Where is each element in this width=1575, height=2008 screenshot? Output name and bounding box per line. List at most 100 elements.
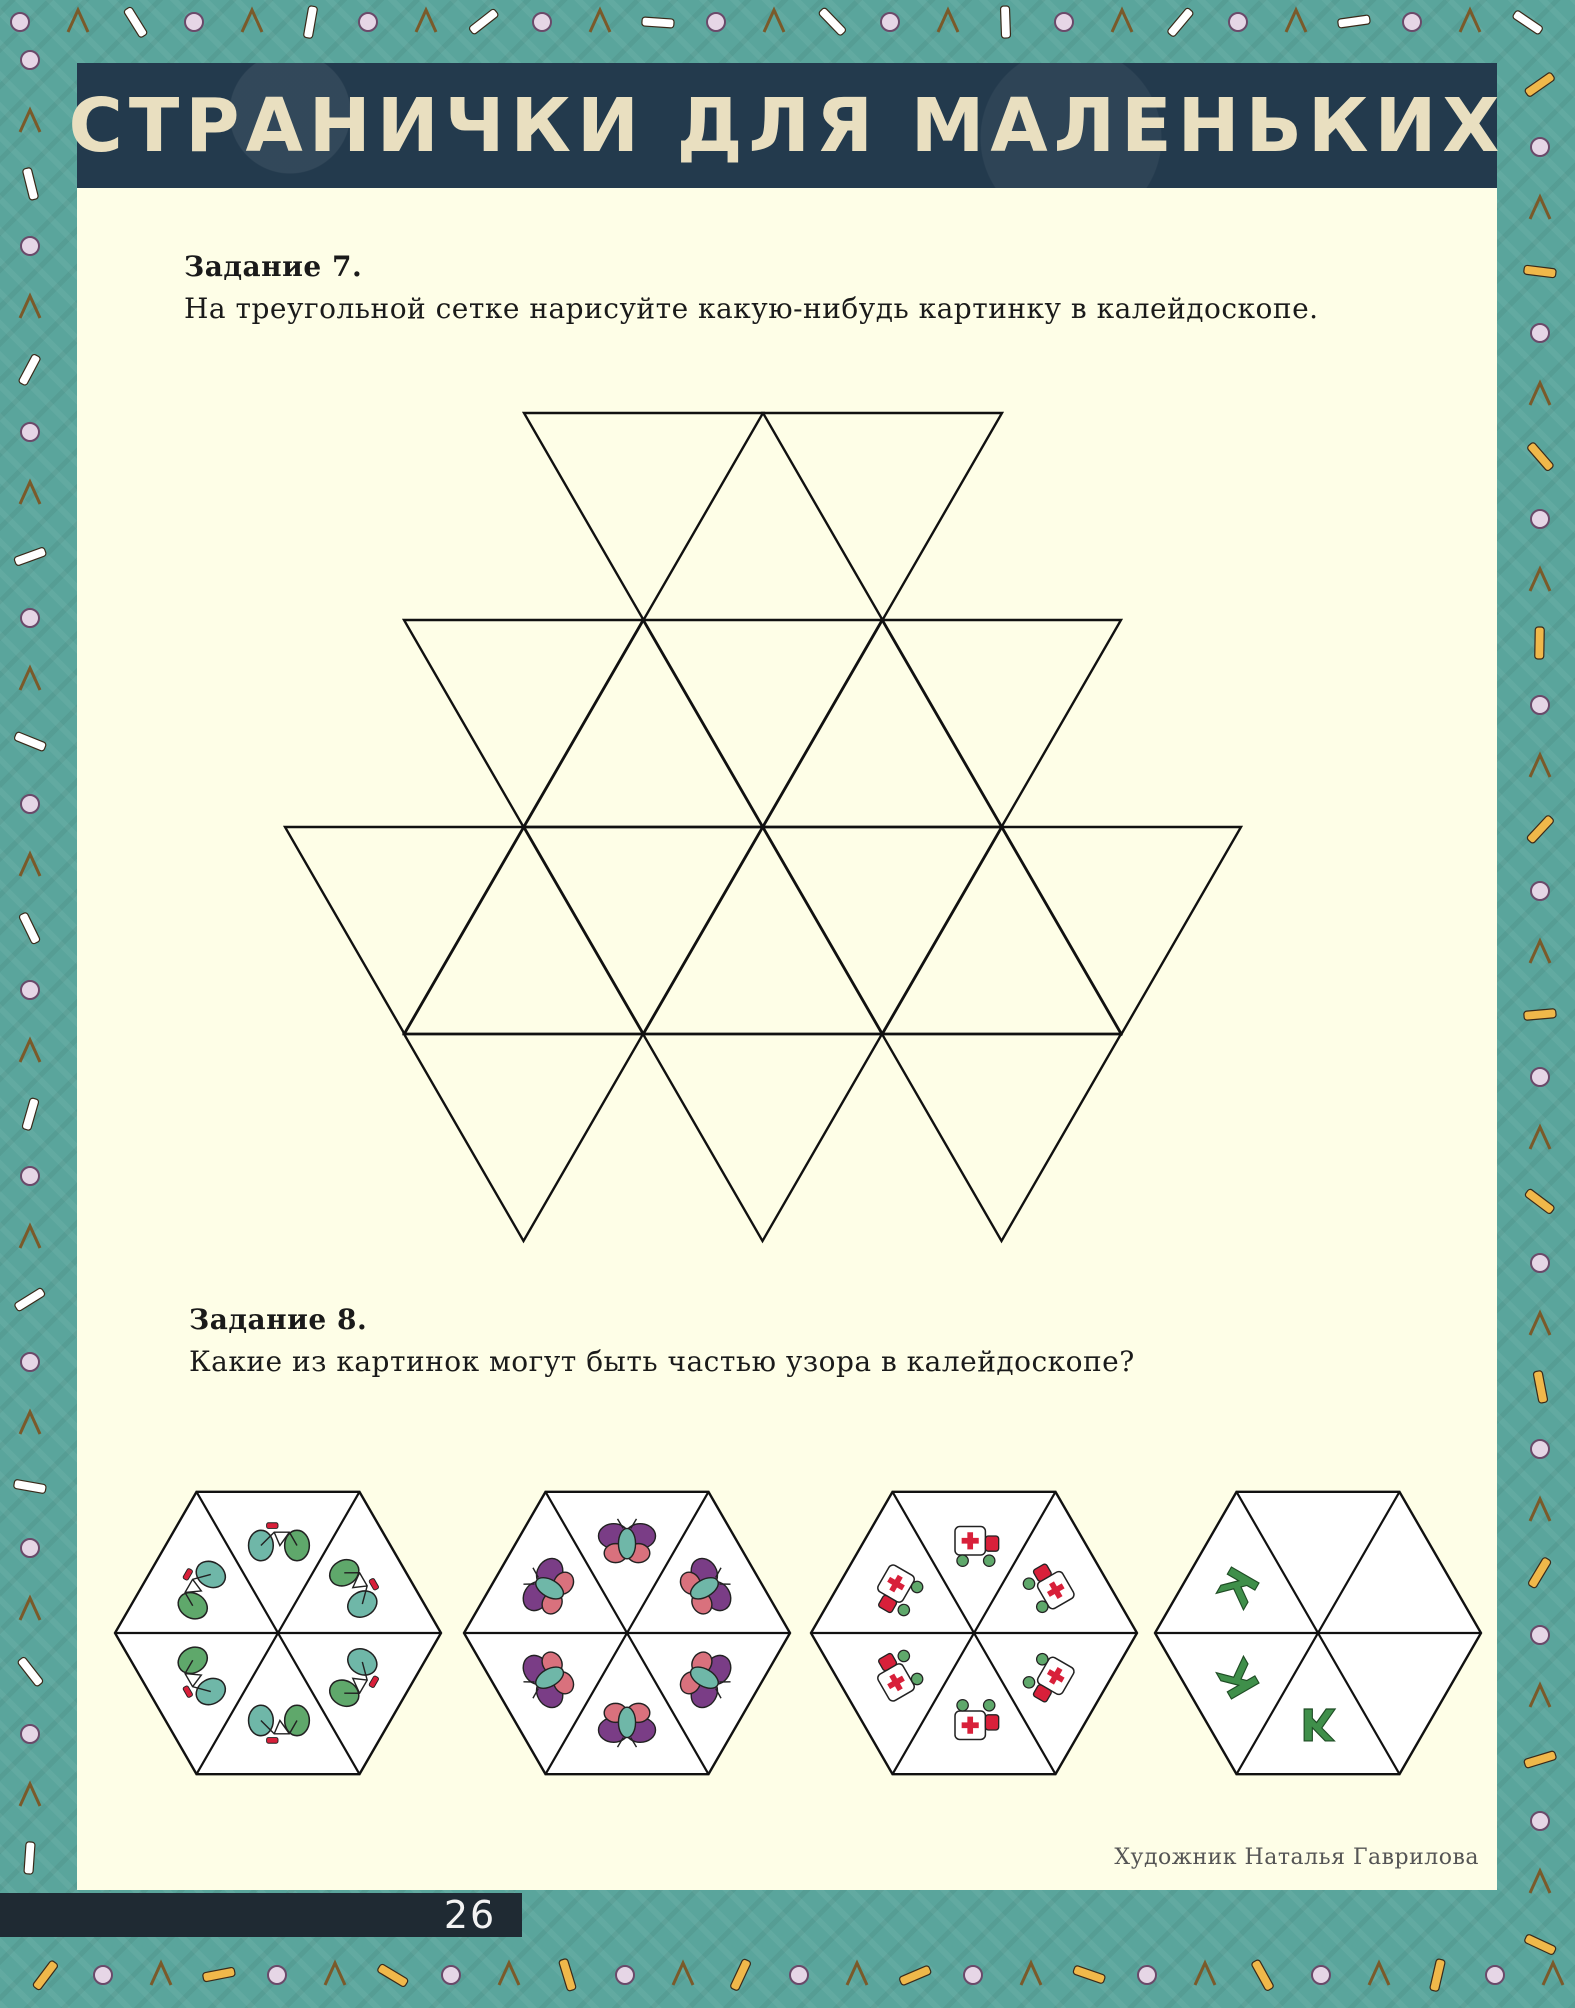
decor-slingshot-icon [1528, 1495, 1552, 1522]
decor-pencil-icon [1532, 1370, 1549, 1404]
decor-slingshot-icon [1458, 6, 1482, 33]
hexagon-options: ККК [113, 1490, 1483, 1776]
hexagon-divider [544, 1491, 710, 1775]
grid-triangle [401, 1032, 646, 1244]
task-7-title: Задание 7. [184, 250, 363, 283]
decor-slingshot-icon [497, 1959, 521, 1986]
grid-triangle [640, 1032, 885, 1244]
bug-icon [597, 1702, 657, 1748]
decor-pencil-icon [13, 547, 47, 566]
decor-pencil-icon [377, 1963, 409, 1988]
decor-pencil-icon [1167, 7, 1194, 37]
bug-icon [679, 1651, 732, 1709]
hexagon-divider [891, 1491, 1057, 1775]
decor-badge-icon [1530, 509, 1550, 529]
decor-pencil-icon [999, 5, 1012, 39]
decor-badge-icon [789, 1965, 809, 1985]
decor-badge-icon [532, 12, 552, 32]
bug-icon [597, 1518, 657, 1564]
hexagon-option[interactable] [462, 1490, 792, 1776]
bicycle-icon [177, 1646, 227, 1706]
decor-pencil-icon [899, 1965, 932, 1986]
decor-slingshot-icon [1528, 751, 1552, 778]
page-number: 26 [443, 1893, 497, 1937]
decor-slingshot-icon [845, 1959, 869, 1986]
decor-slingshot-icon [149, 1959, 173, 1986]
decor-slingshot-icon [1193, 1959, 1217, 1986]
decor-pencil-icon [1534, 626, 1545, 660]
decor-slingshot-icon [323, 1959, 347, 1986]
triangle-grid [282, 411, 1244, 1244]
decor-badge-icon [615, 1965, 635, 1985]
decor-pencil-icon [123, 6, 148, 38]
decor-slingshot-icon [588, 6, 612, 33]
decor-slingshot-icon [18, 1222, 42, 1249]
decor-pencil-icon [202, 1966, 236, 1983]
decor-badge-icon [1402, 12, 1422, 32]
decor-slingshot-icon [1019, 1959, 1043, 1986]
decor-slingshot-icon [1284, 6, 1308, 33]
decor-pencil-icon [1527, 442, 1554, 472]
svg-text:К: К [1300, 1698, 1336, 1749]
decor-badge-icon [441, 1965, 461, 1985]
decor-slingshot-icon [18, 478, 42, 505]
decor-pencil-icon [18, 912, 41, 945]
decor-slingshot-icon [18, 292, 42, 319]
decor-pencil-icon [13, 1479, 47, 1494]
bug-icon [522, 1557, 575, 1615]
decor-pencil-icon [818, 7, 847, 36]
decor-badge-icon [1530, 881, 1550, 901]
decor-pencil-icon [468, 8, 499, 35]
decor-slingshot-icon [18, 1780, 42, 1807]
hexagon-option[interactable] [809, 1490, 1139, 1776]
bicycle-icon [247, 1522, 311, 1562]
task-7: Задание 7. На треугольной сетке нарисуйт… [184, 246, 1319, 330]
task-7-text: На треугольной сетке нарисуйте какую-ниб… [184, 292, 1319, 325]
hexagon-divider [1235, 1491, 1401, 1775]
decor-badge-icon [1530, 695, 1550, 715]
hexagon-option[interactable] [113, 1490, 443, 1776]
decor-pencil-icon [1524, 1188, 1555, 1215]
decor-badge-icon [93, 1965, 113, 1985]
decor-slingshot-icon [18, 1594, 42, 1621]
decor-badge-icon [706, 12, 726, 32]
decor-badge-icon [1530, 137, 1550, 157]
decor-pencil-icon [14, 1287, 46, 1312]
decor-pencil-icon [18, 353, 41, 386]
task-8: Задание 8. Какие из картинок могут быть … [189, 1299, 1135, 1383]
decor-slingshot-icon [18, 664, 42, 691]
bicycle-icon [328, 1558, 379, 1618]
decor-badge-icon [20, 1724, 40, 1744]
decor-badge-icon [1530, 1439, 1550, 1459]
decor-slingshot-icon [1528, 1309, 1552, 1336]
decor-slingshot-icon [936, 6, 960, 33]
decor-pencil-icon [32, 1960, 59, 1991]
decor-badge-icon [20, 236, 40, 256]
toy-truck-icon [877, 1649, 924, 1702]
decor-slingshot-icon [1528, 1123, 1552, 1150]
decor-slingshot-icon [18, 106, 42, 133]
decor-slingshot-icon [1367, 1959, 1391, 1986]
decor-pencil-icon [21, 1097, 40, 1131]
hexagon-option[interactable]: ККК [1153, 1490, 1483, 1776]
decor-slingshot-icon [414, 6, 438, 33]
decor-pencil-icon [1526, 815, 1554, 844]
decor-pencil-icon [23, 1841, 36, 1875]
decor-pencil-icon [1523, 1008, 1557, 1021]
decor-badge-icon [1228, 12, 1248, 32]
decor-badge-icon [1530, 1067, 1550, 1087]
toy-truck-icon [1022, 1652, 1075, 1703]
decor-slingshot-icon [1528, 565, 1552, 592]
bug-icon [522, 1651, 575, 1709]
bicycle-icon [247, 1704, 311, 1744]
decor-badge-icon [1530, 1811, 1550, 1831]
decor-badge-icon [1311, 1965, 1331, 1985]
toy-truck-icon [877, 1564, 924, 1617]
decor-pencil-icon [303, 5, 318, 39]
decor-pencil-icon [1337, 14, 1371, 29]
decor-pencil-icon [1072, 1965, 1106, 1984]
decor-slingshot-icon [1528, 193, 1552, 220]
decor-badge-icon [20, 608, 40, 628]
decor-badge-icon [1054, 12, 1074, 32]
